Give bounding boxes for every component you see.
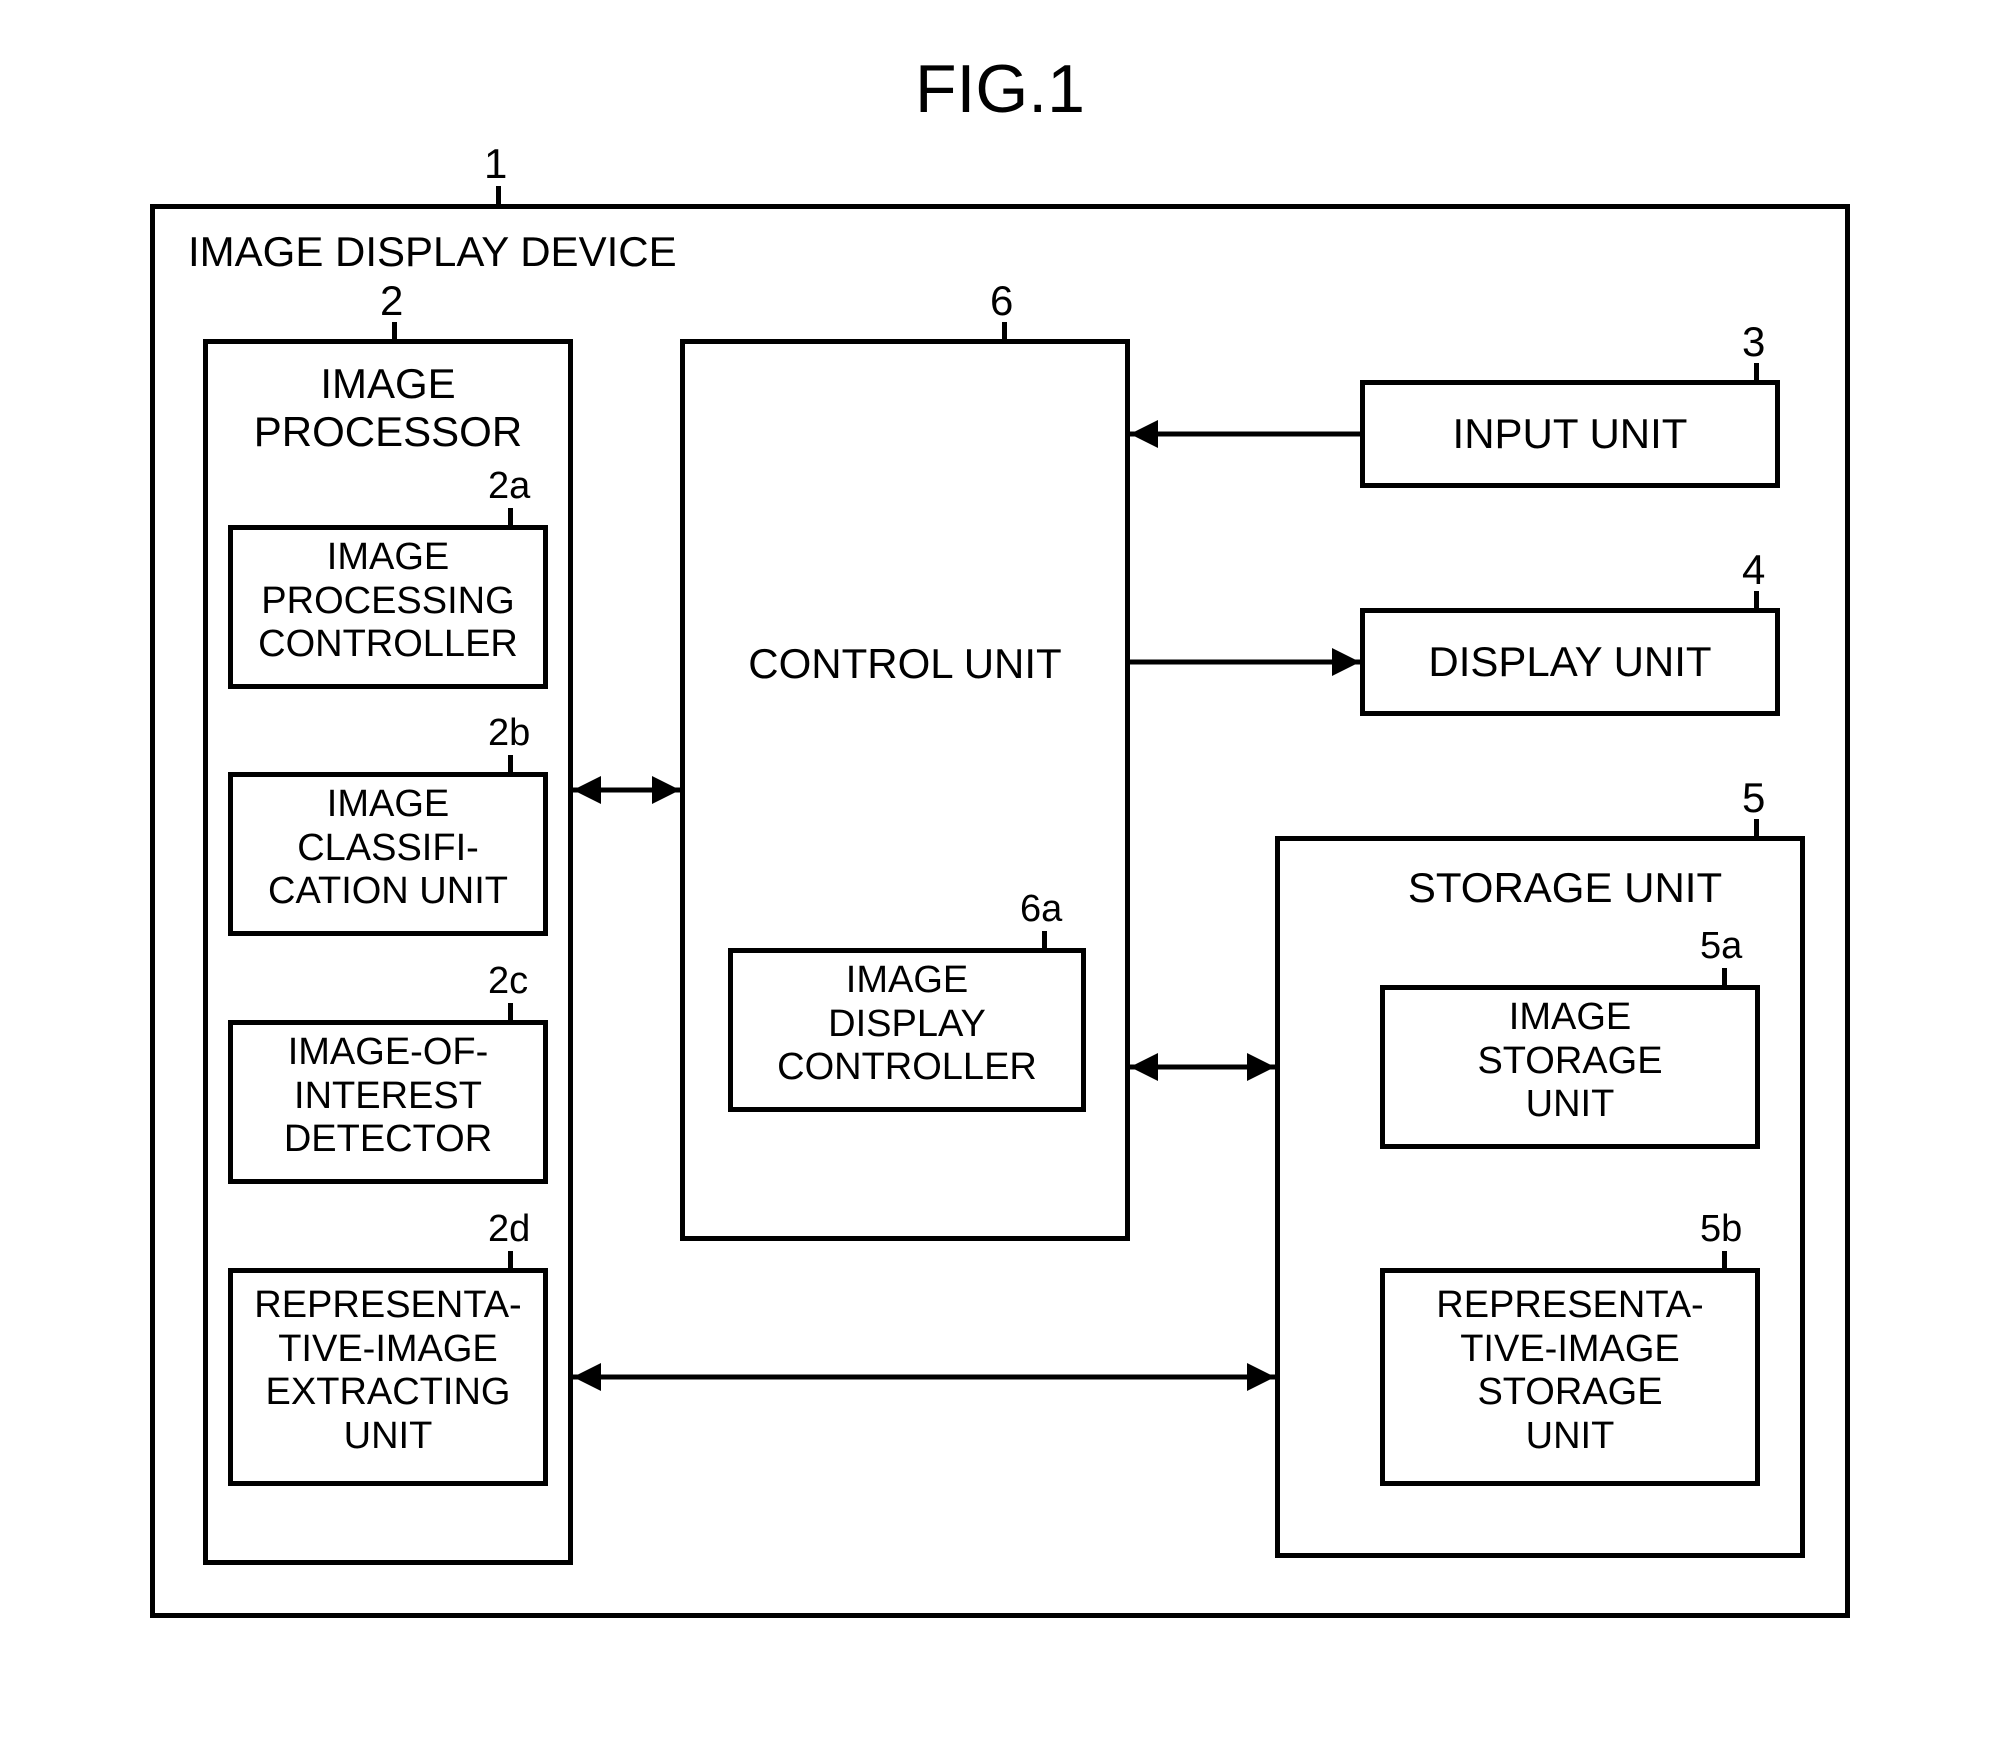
rep-storage-label: REPRESENTA- TIVE-IMAGE STORAGE UNIT xyxy=(1380,1284,1760,1459)
detector-ref: 2c xyxy=(488,960,528,1003)
storage-unit-tick xyxy=(1754,819,1759,836)
classifier-tick xyxy=(508,755,513,772)
display-unit-label: DISPLAY UNIT xyxy=(1360,638,1780,686)
controller-label: IMAGE PROCESSING CONTROLLER xyxy=(228,536,548,667)
control-unit-ref: 6 xyxy=(990,277,1013,325)
extractor-label: REPRESENTA- TIVE-IMAGE EXTRACTING UNIT xyxy=(228,1284,548,1459)
controller-ref: 2a xyxy=(488,465,530,508)
extractor-tick xyxy=(508,1251,513,1268)
diagram-canvas: FIG.1 1 IMAGE DISPLAY DEVICE 2 IMAGE PRO… xyxy=(0,0,1999,1745)
rep-storage-tick xyxy=(1722,1251,1727,1268)
image-processor-ref: 2 xyxy=(380,277,403,325)
display-unit-tick xyxy=(1754,591,1759,608)
display-unit-ref: 4 xyxy=(1742,546,1765,594)
control-unit-label: CONTROL UNIT xyxy=(680,640,1130,688)
image-storage-ref: 5a xyxy=(1700,925,1742,968)
display-controller-label: IMAGE DISPLAY CONTROLLER xyxy=(728,959,1086,1090)
image-processor-tick xyxy=(392,322,397,339)
detector-tick xyxy=(508,1003,513,1020)
detector-label: IMAGE-OF- INTEREST DETECTOR xyxy=(228,1031,548,1162)
input-unit-label: INPUT UNIT xyxy=(1360,410,1780,458)
extractor-ref: 2d xyxy=(488,1208,530,1251)
outer-label: IMAGE DISPLAY DEVICE xyxy=(188,228,677,276)
classifier-ref: 2b xyxy=(488,712,530,755)
controller-tick xyxy=(508,508,513,525)
rep-storage-ref: 5b xyxy=(1700,1208,1742,1251)
outer-ref: 1 xyxy=(484,140,507,188)
display-controller-tick xyxy=(1042,931,1047,948)
control-unit-tick xyxy=(1002,322,1007,339)
storage-unit-ref: 5 xyxy=(1742,774,1765,822)
outer-tick xyxy=(496,186,501,204)
image-processor-label: IMAGE PROCESSOR xyxy=(203,360,573,457)
input-unit-ref: 3 xyxy=(1742,318,1765,366)
image-storage-tick xyxy=(1722,968,1727,985)
image-storage-label: IMAGE STORAGE UNIT xyxy=(1380,996,1760,1127)
storage-unit-label: STORAGE UNIT xyxy=(1340,864,1790,912)
figure-title: FIG.1 xyxy=(700,50,1300,128)
display-controller-ref: 6a xyxy=(1020,888,1062,931)
classifier-label: IMAGE CLASSIFI- CATION UNIT xyxy=(228,783,548,914)
input-unit-tick xyxy=(1754,363,1759,380)
